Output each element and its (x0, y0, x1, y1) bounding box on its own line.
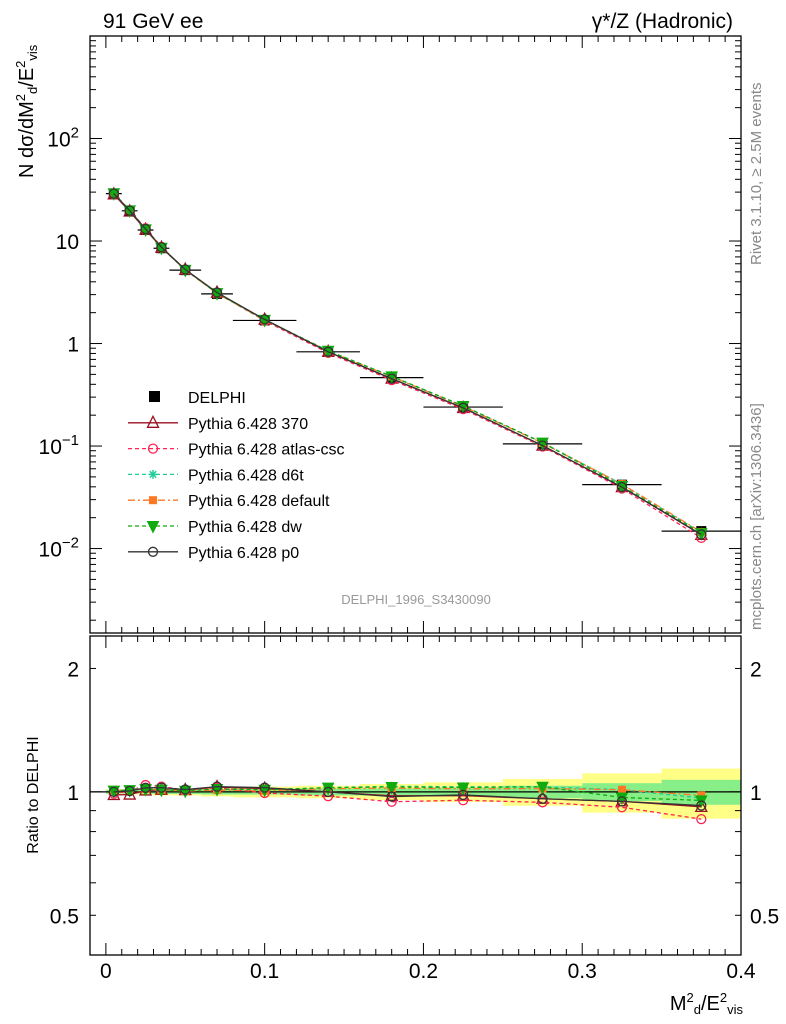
series-point (108, 188, 119, 199)
ratio-point (156, 782, 167, 793)
series-point (211, 287, 223, 298)
ratio-point (211, 781, 223, 792)
ratio-point (457, 795, 469, 806)
legend-entry: Pythia 6.428 d6t (128, 467, 304, 484)
legend-label: Pythia 6.428 dw (188, 519, 302, 536)
legend-entry: Pythia 6.428 atlas-csc (128, 442, 345, 459)
legend-entry: Pythia 6.428 dw (128, 519, 302, 536)
legend-entry: Pythia 6.428 default (128, 493, 330, 510)
series-line (113, 193, 702, 536)
legend-label: Pythia 6.428 default (188, 493, 330, 510)
ratio-point (537, 793, 548, 804)
legend-marker (146, 521, 160, 534)
ratio-point (696, 800, 707, 811)
ratio-point (386, 796, 397, 807)
ratio-point (616, 796, 628, 807)
x-tick-label: 0.1 (250, 960, 279, 983)
legend-label: Pythia 6.428 370 (188, 416, 308, 433)
y-tick-label: 10−2 (39, 535, 79, 562)
ratio-point (124, 785, 135, 797)
series-point (259, 314, 270, 325)
legend-label: Pythia 6.428 atlas-csc (188, 442, 345, 459)
ratio-point (259, 782, 270, 793)
ratio-point (180, 784, 191, 795)
ratio-point (108, 786, 119, 798)
ratio-xlabel: M2d/E2vis (670, 990, 744, 1017)
legend-label: DELPHI (188, 390, 246, 407)
main-frame (89, 35, 742, 634)
process-title: γ*/Z (Hadronic) (592, 10, 733, 33)
legend-marker (147, 546, 159, 557)
legend-marker (149, 391, 160, 402)
series-point (386, 373, 397, 384)
series-point (457, 402, 469, 413)
energy-title: 91 GeV ee (103, 10, 203, 33)
ratio-y-tick-label: 1 (67, 782, 79, 805)
legend: DELPHI Pythia 6.428 370 Pythia 6.428 atlas… (128, 390, 345, 562)
ratio-point (536, 781, 549, 795)
y-tick-label: 1 (67, 334, 79, 357)
x-tick-label: 0.3 (568, 960, 597, 983)
rivet-version-label: Rivet 3.1.10, ≥ 2.5M events (748, 83, 765, 266)
ratio-point (457, 789, 469, 801)
ratio-point (696, 813, 707, 825)
x-tick-label: 0.2 (409, 960, 438, 983)
ratio-y-tick-label: 2 (67, 658, 79, 681)
x-tick-label: 0 (100, 960, 112, 983)
analysis-watermark: DELPHI_1996_S3430090 (341, 592, 491, 607)
ratio-y-tick-label: 0.5 (50, 905, 79, 928)
ratio-point (617, 785, 626, 794)
legend-label: Pythia 6.428 d6t (188, 467, 304, 484)
main-ylabel: N dσ/dM2d/E2vis (13, 44, 40, 178)
y-tick-label: 10 (56, 231, 79, 254)
ratio-point (385, 781, 398, 795)
y-tick-label: 10−1 (39, 432, 79, 459)
series-pythia-6-428-atlas-csc (108, 188, 707, 544)
legend-marker (148, 469, 158, 479)
legend-marker (147, 443, 159, 454)
series-point (696, 529, 707, 540)
series-point (323, 346, 334, 357)
ratio-panel: 2 2 1 1 0.5 0.5 0 0.1 0.2 0.3 0.4 (50, 635, 779, 983)
ratio-point (323, 786, 334, 798)
legend-marker (146, 414, 160, 428)
ratio-point (140, 782, 151, 793)
x-tick-label: 0.4 (726, 960, 756, 983)
legend-entry: Pythia 6.428 370 (128, 414, 308, 433)
ratio-line (113, 785, 702, 807)
legend-entry: DELPHI (149, 390, 246, 407)
ratio-point (456, 782, 470, 796)
ratio-y-tick-label-right: 0.5 (750, 905, 779, 928)
series-line (113, 193, 702, 539)
series-point (537, 440, 548, 451)
ratio-point (386, 791, 397, 802)
ratio-point (537, 797, 548, 808)
ratio-point (385, 787, 399, 801)
ratio-ylabel: Ratio to DELPHI (25, 736, 42, 853)
y-tick-label: 102 (47, 125, 79, 152)
series-point (156, 242, 167, 253)
ratio-y-tick-label-right: 1 (750, 782, 762, 805)
series-pythia-6-428-p0 (108, 188, 707, 540)
ratio-y-tick-label-right: 2 (750, 658, 762, 681)
series-point (180, 264, 191, 275)
legend-marker (149, 496, 157, 505)
main-panel: 102 10 1 10−1 10−2 DELPHI Pythia 6.428 370 Pyth… (39, 35, 742, 634)
ratio-pythia-6-428-p0 (108, 781, 707, 811)
series-point (616, 481, 628, 493)
legend-entry: Pythia 6.428 p0 (128, 545, 299, 562)
series-point (140, 223, 151, 235)
series-point (124, 205, 135, 216)
legend-label: Pythia 6.428 p0 (188, 545, 299, 562)
ratio-frame (89, 635, 742, 956)
ratio-point (615, 792, 629, 806)
mcplots-label: mcplots.cern.ch [arXiv:1306.3436] (748, 403, 765, 630)
